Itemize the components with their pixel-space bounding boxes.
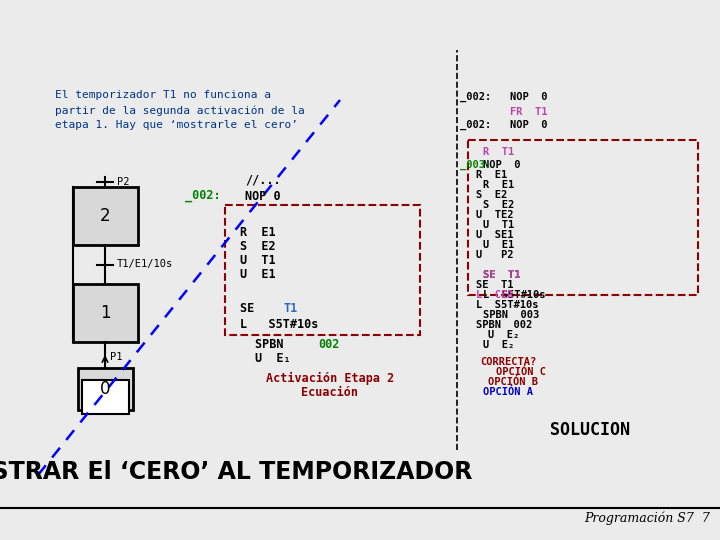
- Text: T1: T1: [283, 302, 297, 315]
- Text: U  E1: U E1: [483, 240, 514, 250]
- Text: 1: 1: [99, 304, 110, 322]
- Text: R  E1: R E1: [240, 226, 276, 240]
- Text: _002:: _002:: [460, 120, 491, 130]
- Text: CORRECTA?: CORRECTA?: [480, 357, 536, 367]
- Text: SPBN  003: SPBN 003: [483, 310, 539, 320]
- Text: R  E1: R E1: [476, 170, 508, 180]
- Text: U  T1: U T1: [240, 254, 276, 267]
- Text: NOP  0: NOP 0: [510, 120, 547, 130]
- Text: U  E₂: U E₂: [488, 330, 519, 340]
- Text: Ecuación: Ecuación: [302, 386, 359, 399]
- Text: //...: //...: [245, 173, 281, 186]
- Text: _003:: _003:: [460, 160, 491, 170]
- Text: OPCIÓN A: OPCIÓN A: [483, 387, 533, 397]
- Text: L   S5T#10s: L S5T#10s: [240, 319, 318, 332]
- Bar: [73, 187, 138, 245]
- Text: U   P2: U P2: [476, 250, 513, 260]
- Text: 2: 2: [99, 207, 110, 225]
- Text: S  E2: S E2: [476, 190, 508, 200]
- Text: L  S5T#10s: L S5T#10s: [483, 290, 546, 300]
- Text: SOLUCION: SOLUCION: [550, 421, 630, 439]
- Text: _002:: _002:: [185, 190, 220, 202]
- Text: SPBN: SPBN: [255, 338, 305, 350]
- Text: S  E2: S E2: [240, 240, 276, 253]
- Text: NOP  0: NOP 0: [510, 92, 547, 102]
- Text: P1: P1: [110, 352, 122, 362]
- Text: R  E1: R E1: [483, 180, 514, 190]
- Text: S  E2: S E2: [483, 200, 514, 210]
- Bar: [468, 140, 698, 295]
- Text: SE: SE: [240, 302, 269, 315]
- Text: OPCIÓN B: OPCIÓN B: [488, 377, 538, 387]
- Text: SE  T1: SE T1: [483, 270, 521, 280]
- Text: L  S5T#10s: L S5T#10s: [476, 300, 539, 310]
- Text: NOP  0: NOP 0: [483, 160, 521, 170]
- Text: Programación S7  7: Programación S7 7: [584, 511, 710, 525]
- Text: U  SE1: U SE1: [476, 230, 513, 240]
- Text: OPCIÓN C: OPCIÓN C: [496, 367, 546, 377]
- Text: U  TE2: U TE2: [476, 210, 513, 220]
- Text: MOSTRAR El ‘CERO’ AL TEMPORIZADOR: MOSTRAR El ‘CERO’ AL TEMPORIZADOR: [0, 460, 472, 484]
- Text: 002: 002: [318, 338, 339, 350]
- Text: P2: P2: [117, 177, 130, 187]
- Bar: [73, 284, 138, 342]
- Text: Activación Etapa 2: Activación Etapa 2: [266, 372, 394, 384]
- Text: R  T1: R T1: [483, 147, 514, 157]
- Bar: [225, 205, 420, 335]
- Bar: [78, 368, 132, 410]
- Text: U  T1: U T1: [483, 220, 514, 230]
- Text: SE  T1: SE T1: [483, 270, 521, 280]
- Text: El temporizador T1 no funciona a
partir de la segunda activación de la
etapa 1. : El temporizador T1 no funciona a partir …: [55, 90, 305, 130]
- Text: SE  T1: SE T1: [476, 280, 513, 290]
- Text: SPBN  002: SPBN 002: [476, 320, 532, 330]
- Text: FR  T1: FR T1: [510, 107, 547, 117]
- Text: L  CER: L CER: [476, 290, 513, 300]
- Text: NOP 0: NOP 0: [245, 190, 281, 202]
- Text: U  E₂: U E₂: [483, 340, 514, 350]
- Text: 0: 0: [100, 380, 110, 398]
- Text: U  E₁: U E₁: [255, 352, 291, 365]
- Text: T1/E1/10s: T1/E1/10s: [117, 260, 174, 269]
- Text: U  E1: U E1: [240, 268, 276, 281]
- Text: _002:: _002:: [460, 92, 491, 102]
- Bar: [81, 380, 128, 414]
